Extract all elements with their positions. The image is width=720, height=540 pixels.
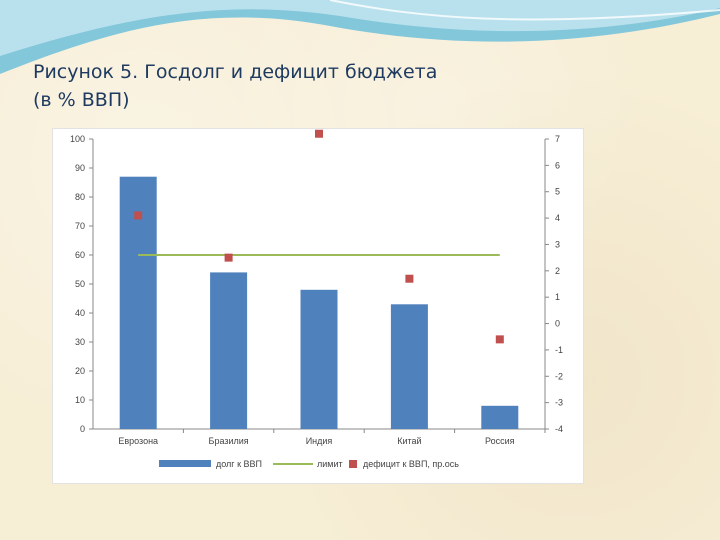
category-label: Россия	[485, 436, 515, 446]
chart-panel: 0 10 20 30 40 50 60 70 80 90 100 -4 -3 -2 -1 0 1 2 3 4 5 6 7 Ев…	[52, 128, 584, 484]
right-axis-tick-label: -1	[555, 345, 563, 355]
deficit-marker	[315, 129, 323, 138]
right-axis-tick-label: 2	[555, 266, 560, 276]
decorative-wave	[0, 0, 720, 74]
right-axis-tick-label: 3	[555, 239, 560, 249]
wave-highlight	[329, 0, 720, 21]
left-axis-tick-label: 0	[80, 424, 85, 434]
slide-title-line-1: Рисунок 5. Госдолг и дефицит бюджета	[33, 61, 438, 83]
legend-swatch-deficit	[349, 460, 357, 468]
left-axis-tick-label: 30	[75, 337, 85, 347]
left-axis-tick-label: 90	[75, 163, 85, 173]
legend-label-limit: лимит	[317, 459, 343, 469]
category-label: Бразилия	[209, 436, 249, 446]
slide-title: Рисунок 5. Госдолг и дефицит бюджета (в …	[33, 58, 437, 114]
left-axis-tick-label: 10	[75, 395, 85, 405]
left-axis-tick-label: 50	[75, 279, 85, 289]
left-axis-tick-label: 20	[75, 366, 85, 376]
deficit-marker	[495, 335, 504, 344]
bar-debt	[390, 304, 428, 429]
bar-debt	[210, 272, 248, 429]
left-axis-tick-label: 100	[70, 134, 85, 144]
deficit-marker	[405, 274, 414, 283]
right-axis-tick-label: 1	[555, 292, 560, 302]
right-axis-tick-label: 7	[555, 134, 560, 144]
right-axis-tick-label: 6	[555, 160, 560, 170]
category-label: Китай	[397, 436, 421, 446]
legend-label-deficit: дефицит к ВВП, пр.ось	[363, 459, 459, 469]
right-axis-tick-label: -2	[555, 371, 563, 381]
category-label: Индия	[306, 436, 333, 446]
left-axis-tick-label: 80	[75, 192, 85, 202]
right-axis-tick-label: 4	[555, 213, 560, 223]
right-axis-tick-label: -3	[555, 398, 563, 408]
slide-title-line-2: (в % ВВП)	[33, 89, 130, 111]
right-axis-tick-label: 5	[555, 187, 560, 197]
legend-swatch-debt	[159, 460, 211, 467]
right-axis-tick-label: 0	[555, 319, 560, 329]
left-axis-tick-label: 70	[75, 221, 85, 231]
left-axis-tick-label: 60	[75, 250, 85, 260]
deficit-marker	[134, 211, 143, 220]
deficit-marker	[224, 253, 233, 262]
wave-band-light	[0, 0, 720, 56]
right-axis-tick-label: -4	[555, 424, 563, 434]
chart: 0 10 20 30 40 50 60 70 80 90 100 -4 -3 -2 -1 0 1 2 3 4 5 6 7 Ев…	[70, 129, 563, 469]
category-label: Еврозона	[118, 436, 158, 446]
bar-debt	[300, 289, 338, 429]
bar-debt	[481, 405, 519, 429]
legend-label-debt: долг к ВВП	[216, 459, 262, 469]
left-axis-tick-label: 40	[75, 308, 85, 318]
